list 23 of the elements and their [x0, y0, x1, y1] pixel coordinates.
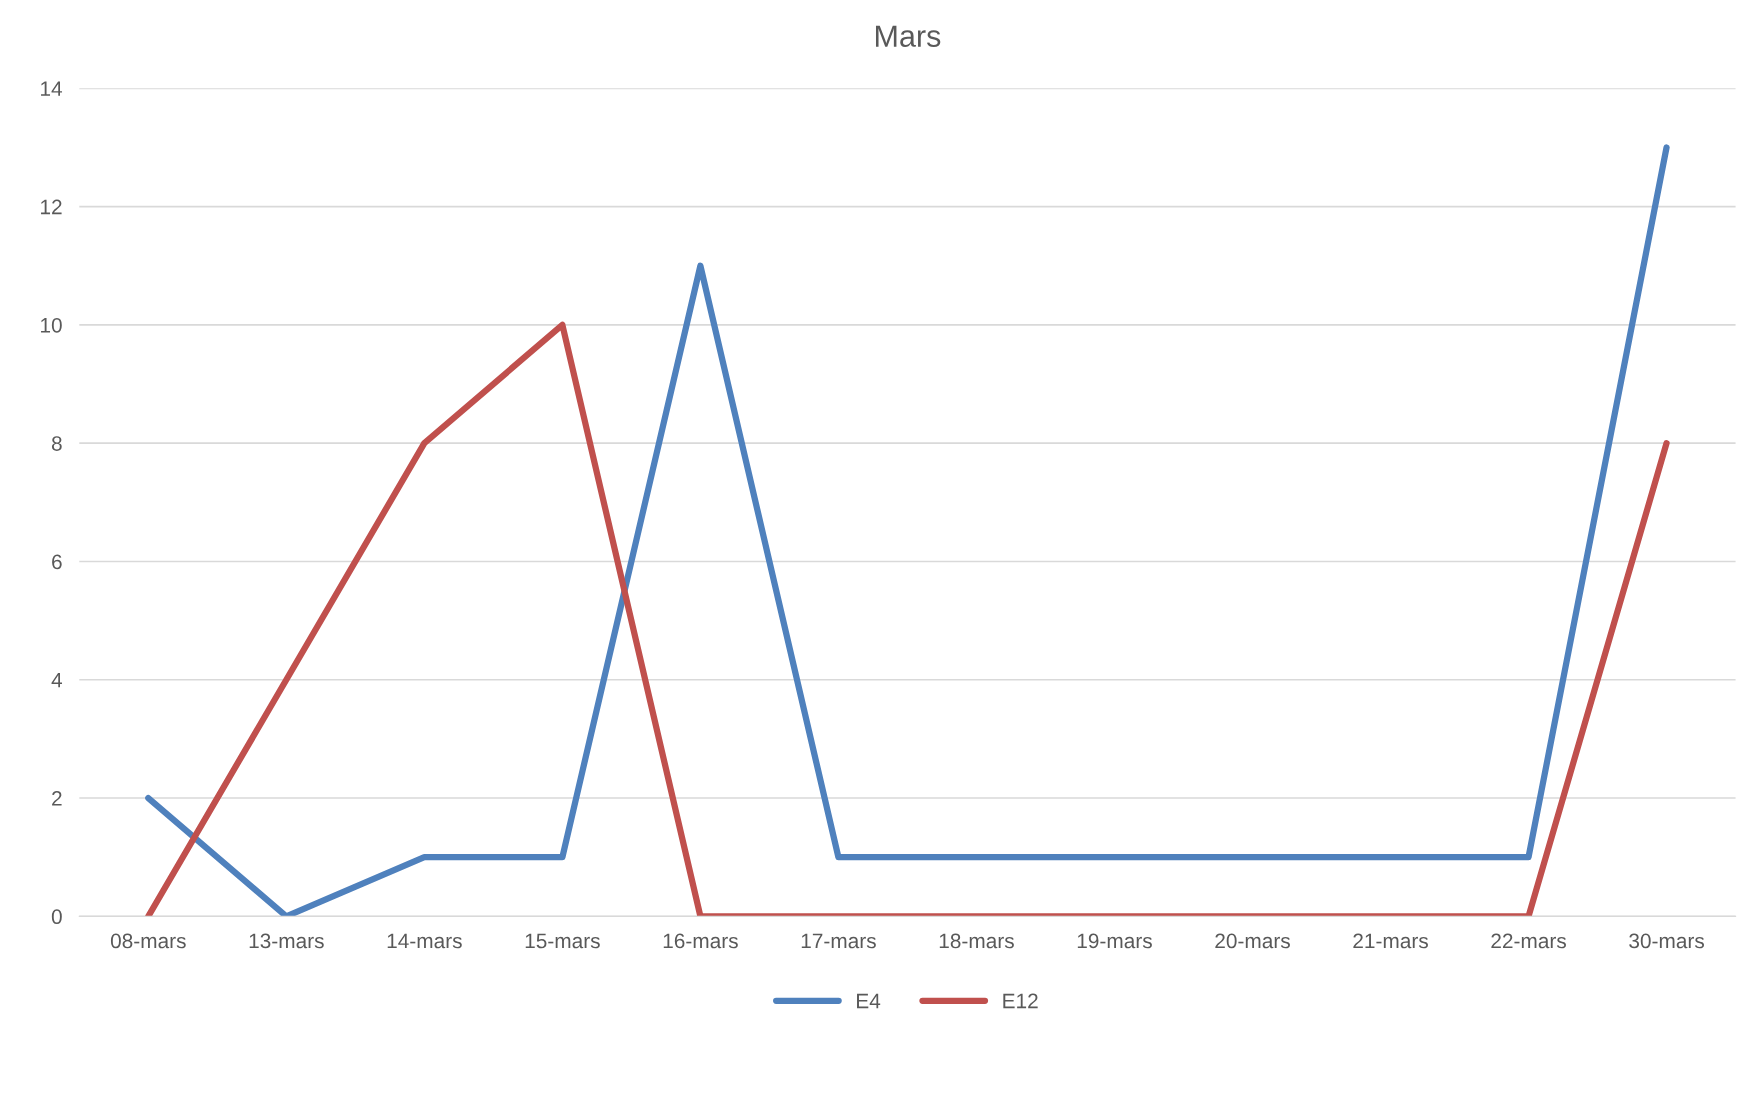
x-tick-label: 18-mars [939, 933, 1014, 949]
y-tick-label: 12 [41, 199, 62, 215]
chart-title: Mars [875, 25, 941, 47]
y-tick-label: 10 [41, 317, 62, 333]
legend-label: E4 [857, 993, 881, 1009]
x-tick-label: 08-mars [110, 933, 186, 949]
x-tick-label: 17-mars [801, 933, 876, 949]
legend-label: E12 [1003, 993, 1038, 1009]
x-tick-label: 30-mars [1629, 933, 1705, 949]
x-tick-label: 20-mars [1215, 933, 1290, 949]
x-tick-label: 16-mars [663, 933, 738, 949]
x-tick-label: 13-mars [249, 933, 324, 949]
y-tick-label: 2 [52, 791, 62, 806]
y-tick-label: 0 [51, 909, 62, 925]
x-tick-label: 22-mars [1491, 933, 1566, 949]
x-tick-label: 21-mars [1353, 933, 1428, 949]
x-tick-label: 14-mars [387, 933, 462, 949]
y-tick-label: 14 [41, 81, 63, 96]
x-tick-label: 19-mars [1077, 933, 1152, 949]
y-tick-label: 4 [51, 672, 63, 688]
y-tick-label: 6 [52, 554, 62, 570]
y-tick-label: 8 [51, 436, 62, 451]
x-tick-label: 15-mars [525, 933, 600, 949]
